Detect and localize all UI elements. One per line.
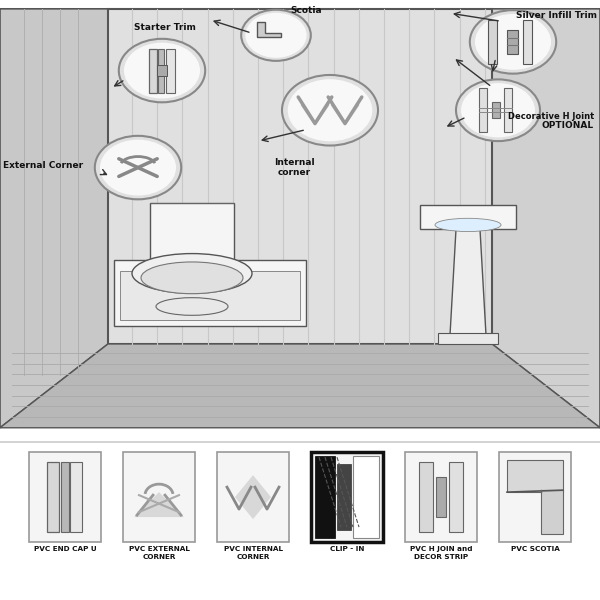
Text: PVC END CAP U: PVC END CAP U	[34, 546, 97, 552]
Polygon shape	[0, 344, 600, 428]
Bar	[149, 49, 157, 92]
Circle shape	[461, 83, 535, 137]
Polygon shape	[0, 9, 108, 428]
Bar	[492, 103, 500, 118]
Text: Starter Trim: Starter Trim	[134, 23, 196, 32]
Bar	[157, 65, 167, 76]
Text: Decorative H Joint: Decorative H Joint	[508, 112, 594, 121]
Bar	[420, 205, 516, 229]
Bar	[504, 88, 512, 132]
Bar	[449, 462, 463, 532]
Polygon shape	[235, 475, 271, 519]
Text: Silver Infill Trim: Silver Infill Trim	[516, 11, 597, 20]
Bar	[120, 271, 300, 320]
Bar	[507, 29, 518, 54]
Bar	[315, 456, 335, 538]
Ellipse shape	[156, 298, 228, 316]
Bar	[523, 20, 532, 64]
Bar	[217, 452, 289, 542]
Text: PVC INTERNAL
CORNER: PVC INTERNAL CORNER	[223, 546, 283, 560]
Ellipse shape	[132, 254, 252, 293]
Bar	[419, 462, 433, 532]
Bar	[108, 9, 492, 344]
Bar	[541, 490, 563, 534]
Bar	[61, 462, 69, 532]
Text: OPTIONAL: OPTIONAL	[542, 121, 594, 130]
Bar	[47, 462, 59, 532]
Polygon shape	[257, 22, 281, 37]
Bar	[29, 452, 101, 542]
Text: PVC EXTERNAL
CORNER: PVC EXTERNAL CORNER	[128, 546, 190, 560]
Polygon shape	[134, 492, 184, 517]
Bar	[499, 452, 571, 542]
Circle shape	[282, 75, 378, 146]
Ellipse shape	[435, 218, 501, 232]
Bar	[436, 477, 446, 517]
Bar	[337, 464, 351, 530]
Bar	[479, 88, 487, 132]
Text: CLIP - IN: CLIP - IN	[330, 546, 364, 552]
Polygon shape	[492, 9, 600, 428]
Bar	[114, 260, 306, 326]
Bar	[405, 452, 477, 542]
Circle shape	[124, 43, 200, 98]
Circle shape	[241, 10, 311, 61]
Bar	[311, 452, 383, 542]
Bar	[70, 462, 82, 532]
Text: PVC SCOTIA: PVC SCOTIA	[511, 546, 559, 552]
Circle shape	[288, 79, 372, 141]
Polygon shape	[450, 229, 486, 335]
Bar	[166, 49, 175, 92]
Text: External Corner: External Corner	[3, 161, 83, 170]
Circle shape	[456, 79, 540, 141]
Bar	[353, 456, 379, 538]
Circle shape	[470, 10, 556, 74]
Text: Scotia: Scotia	[290, 7, 322, 16]
Bar	[438, 333, 498, 344]
Circle shape	[119, 39, 205, 103]
Text: Internal
corner: Internal corner	[274, 158, 314, 177]
Bar	[123, 452, 195, 542]
Circle shape	[245, 13, 307, 58]
Circle shape	[95, 136, 181, 199]
Bar	[507, 460, 563, 492]
Ellipse shape	[141, 262, 243, 294]
Bar	[488, 20, 497, 64]
Bar	[158, 49, 164, 92]
Circle shape	[100, 140, 176, 196]
Bar	[150, 203, 234, 260]
Circle shape	[475, 14, 551, 70]
Text: PVC H JOIN and
DECOR STRIP: PVC H JOIN and DECOR STRIP	[410, 546, 472, 560]
